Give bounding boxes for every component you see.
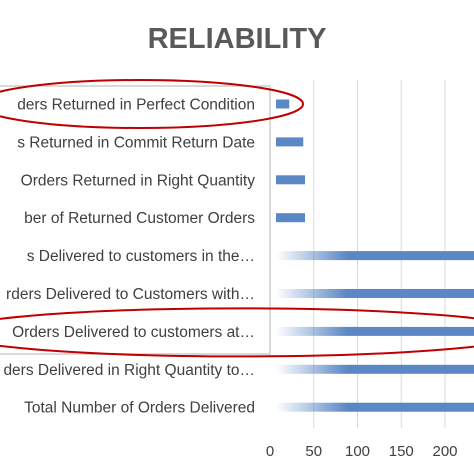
tick-label-50: 50 <box>305 443 322 460</box>
highlight-ellipse-1 <box>0 79 304 129</box>
tick-label-150: 150 <box>389 443 414 460</box>
category-label-5: s Delivered to customers in the… <box>27 248 255 265</box>
category-label-7: Orders Delivered to customers at… <box>12 324 255 341</box>
bar-7 <box>276 326 474 336</box>
chart-title: RELIABILITY <box>148 23 327 55</box>
category-label-3: Orders Returned in Right Quantity <box>21 172 256 189</box>
category-label-4: ber of Returned Customer Orders <box>24 210 255 227</box>
category-label-9: Total Number of Orders Delivered <box>24 400 255 417</box>
bar-3 <box>276 175 305 185</box>
highlight-ellipse-7 <box>0 307 474 358</box>
bars <box>276 99 474 412</box>
category-label-1: ders Returned in Perfect Condition <box>17 97 255 114</box>
bar-9 <box>276 402 474 412</box>
category-labels: ders Returned in Perfect Condition s Retu… <box>3 97 255 417</box>
highlight-ellipses <box>0 79 474 358</box>
tick-label-0: 0 <box>266 443 274 460</box>
bar-1 <box>276 99 290 109</box>
tick-label-200: 200 <box>432 443 457 460</box>
bar-6 <box>276 289 474 298</box>
category-label-6: rders Delivered to Customers with… <box>6 286 255 303</box>
bar-2 <box>276 137 304 147</box>
category-label-2: s Returned in Commit Return Date <box>17 134 255 151</box>
bar-8 <box>276 364 474 374</box>
category-label-8: ders Delivered in Right Quantity to… <box>3 362 255 379</box>
tick-label-100: 100 <box>345 443 370 460</box>
bar-5 <box>276 251 474 261</box>
bar-4 <box>276 213 305 223</box>
x-axis-tick-labels: 0 50 100 150 200 <box>266 443 458 460</box>
